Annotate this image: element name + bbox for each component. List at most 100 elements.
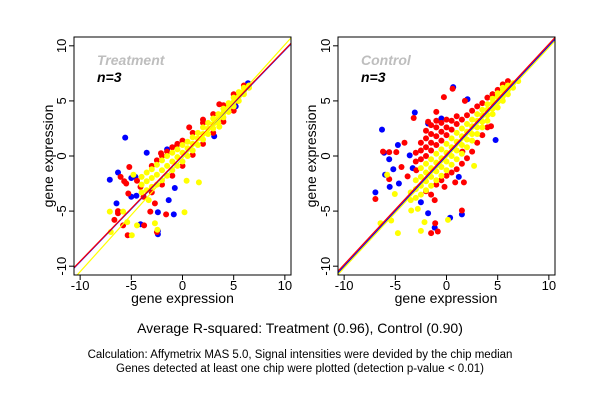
data-point <box>165 197 172 204</box>
data-point <box>469 116 476 123</box>
data-point <box>153 171 160 178</box>
y-tick-label: -10 <box>54 257 69 276</box>
data-point <box>479 132 486 139</box>
y-tick-label: -10 <box>318 257 333 276</box>
data-point <box>428 139 435 146</box>
data-point <box>179 137 186 144</box>
data-point <box>200 140 206 147</box>
data-point <box>443 132 450 139</box>
data-point <box>205 131 212 137</box>
data-layer <box>74 37 291 275</box>
data-point <box>174 140 181 147</box>
data-point <box>458 116 465 123</box>
data-point <box>428 122 435 129</box>
data-point <box>412 158 419 165</box>
data-point <box>159 167 165 174</box>
data-point <box>423 153 429 159</box>
data-point <box>154 209 161 216</box>
data-point <box>423 127 429 134</box>
data-point <box>401 139 408 146</box>
data-point <box>428 191 435 198</box>
panel-title: Control <box>361 52 412 68</box>
data-point <box>479 124 486 131</box>
panel-sample-count: n=3 <box>97 69 122 85</box>
data-point <box>174 146 181 153</box>
data-point <box>408 207 415 214</box>
data-point <box>425 210 432 217</box>
data-point <box>141 222 148 229</box>
data-point <box>125 190 132 197</box>
data-point <box>433 181 440 188</box>
data-point <box>386 183 393 190</box>
data-point <box>126 164 133 170</box>
data-point <box>117 173 124 180</box>
data-point <box>474 131 481 137</box>
data-point <box>391 191 398 197</box>
data-point <box>115 210 121 217</box>
data-point <box>484 101 491 108</box>
data-point <box>458 150 465 157</box>
data-point <box>200 119 206 126</box>
data-point <box>153 157 160 164</box>
data-point <box>128 232 135 239</box>
x-tick-label: -10 <box>335 278 354 293</box>
data-point <box>428 182 435 189</box>
data-point <box>384 171 391 178</box>
x-tick-label: -5 <box>390 278 402 293</box>
data-point <box>414 205 421 212</box>
data-point <box>174 162 181 169</box>
data-point <box>151 200 158 207</box>
data-point <box>417 173 424 180</box>
data-point <box>423 135 429 142</box>
data-point <box>406 152 413 159</box>
data-point <box>186 124 193 131</box>
data-point <box>205 119 212 126</box>
data-point <box>413 167 420 174</box>
x-tick-label: 10 <box>278 278 292 293</box>
data-point <box>417 227 424 234</box>
data-point <box>130 171 137 178</box>
data-point <box>390 166 397 173</box>
data-point <box>210 111 217 118</box>
series-0-fit-line <box>338 38 555 274</box>
data-point <box>372 196 379 202</box>
data-point <box>138 173 145 180</box>
data-point <box>148 166 155 173</box>
data-point <box>455 173 462 180</box>
data-point <box>106 176 113 183</box>
data-point <box>169 149 176 156</box>
plot-area: -10 -5 0 5 10 -10 -5 0 5 10 <box>318 36 556 293</box>
y-tick-label: 0 <box>54 152 69 159</box>
data-point <box>417 139 424 146</box>
data-point <box>210 129 217 136</box>
y-tick-label: 10 <box>54 39 69 53</box>
data-point <box>479 100 486 107</box>
data-point <box>120 208 127 215</box>
data-point <box>171 185 178 191</box>
data-point <box>423 144 429 151</box>
data-point <box>448 169 455 176</box>
data-point <box>122 134 129 141</box>
data-point <box>220 105 227 112</box>
data-point <box>433 117 440 124</box>
data-point <box>433 124 440 131</box>
data-point <box>423 187 429 194</box>
y-tick-label: 10 <box>318 39 333 53</box>
y-tick-label: 0 <box>318 152 333 159</box>
series-1-fit-line <box>338 37 555 272</box>
data-point <box>417 199 424 206</box>
series-1-points <box>372 78 511 237</box>
data-point <box>372 189 379 196</box>
data-point <box>113 200 120 207</box>
data-point <box>458 160 465 167</box>
data-point <box>179 158 186 165</box>
data-point <box>215 111 222 118</box>
data-point <box>443 124 450 131</box>
data-point <box>148 175 155 181</box>
data-point <box>386 156 393 163</box>
data-point <box>417 147 424 154</box>
data-point <box>145 197 152 204</box>
data-point <box>469 107 476 114</box>
r-squared-summary: Average R-squared: Treatment (0.96), Con… <box>137 320 463 336</box>
data-point <box>124 232 131 239</box>
